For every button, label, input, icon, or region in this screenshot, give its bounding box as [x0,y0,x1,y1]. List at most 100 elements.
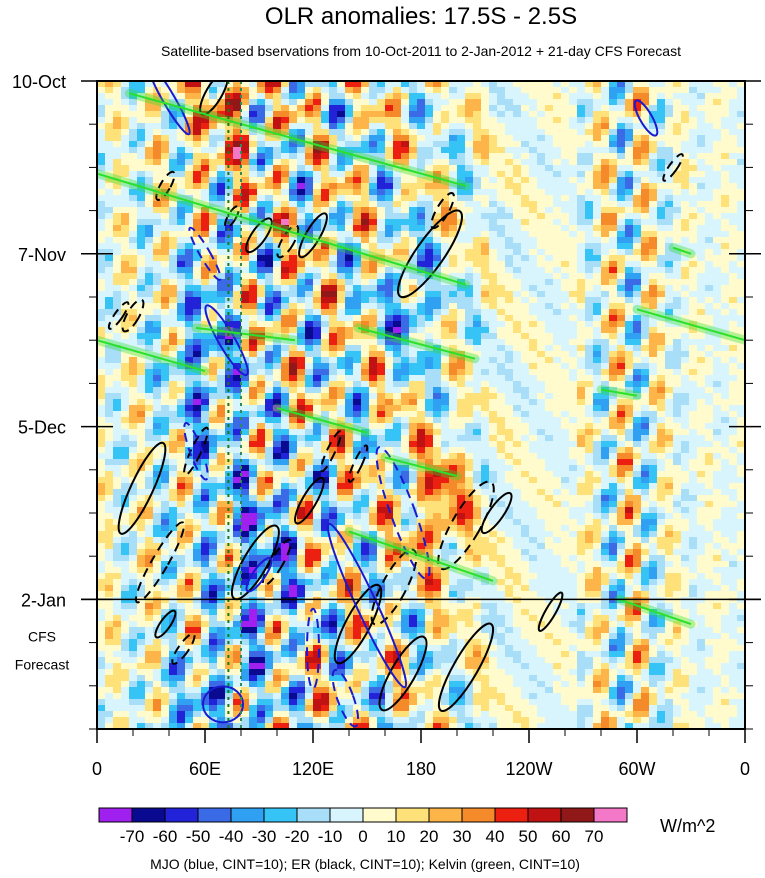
olr-cell [513,345,522,352]
olr-cell [609,177,618,184]
olr-cell [401,141,410,148]
olr-cell [185,219,194,226]
olr-cell [273,369,282,376]
olr-cell [593,207,602,214]
olr-cell [353,135,362,142]
olr-cell [217,141,226,148]
olr-cell [249,171,258,178]
olr-cell [585,393,594,400]
olr-cell [473,387,482,394]
olr-cell [633,213,642,220]
olr-cell [681,99,690,106]
olr-cell [561,141,570,148]
olr-cell [281,249,290,256]
olr-cell [625,225,634,232]
olr-cell [153,339,162,346]
olr-cell [545,105,554,112]
olr-cell [289,315,298,322]
olr-cell [313,291,322,298]
olr-cell [625,195,634,202]
olr-cell [97,297,106,304]
olr-cell [233,435,242,442]
olr-cell [665,195,674,202]
olr-cell [601,393,610,400]
olr-cell [145,87,154,94]
olr-cell [129,273,138,280]
olr-cell [185,267,194,274]
olr-cell [401,267,410,274]
olr-cell [161,147,170,154]
olr-cell [729,279,738,286]
olr-cell [369,315,378,322]
olr-cell [225,207,234,214]
olr-cell [473,393,482,400]
olr-cell [473,81,482,88]
olr-cell [265,315,274,322]
olr-cell [617,123,626,130]
olr-cell [385,189,394,196]
olr-cell [289,171,298,178]
olr-cell [497,195,506,202]
olr-cell [401,315,410,322]
olr-cell [713,381,722,388]
olr-cell [505,375,514,382]
olr-cell [681,285,690,292]
olr-cell [177,321,186,328]
olr-cell [553,135,562,142]
olr-cell [497,327,506,334]
olr-cell [585,261,594,268]
olr-cell [689,147,698,154]
olr-cell [513,303,522,310]
olr-cell [529,237,538,244]
olr-cell [233,309,242,316]
olr-cell [553,291,562,298]
olr-cell [153,411,162,418]
olr-cell [561,153,570,160]
olr-cell [665,81,674,88]
olr-cell [369,99,378,106]
olr-cell [713,375,722,382]
olr-cell [369,207,378,214]
olr-cell [545,231,554,238]
olr-cell [729,261,738,268]
olr-cell [441,345,450,352]
olr-cell [473,405,482,412]
olr-cell [641,357,650,364]
olr-cell [209,381,218,388]
olr-cell [393,255,402,262]
olr-cell [249,213,258,220]
olr-cell [433,201,442,208]
olr-cell [169,291,178,298]
olr-cell [729,327,738,334]
olr-cell [537,237,546,244]
olr-cell [593,285,602,292]
olr-cell [105,213,114,220]
olr-cell [713,153,722,160]
olr-cell [401,213,410,220]
olr-cell [481,255,490,262]
olr-cell [593,159,602,166]
olr-cell [289,123,298,130]
olr-cell [329,81,338,88]
olr-cell [393,129,402,136]
olr-cell [409,81,418,88]
olr-cell [97,417,106,424]
olr-cell [425,93,434,100]
olr-cell [153,135,162,142]
olr-cell [705,255,714,262]
olr-cell [273,105,282,112]
olr-cell [553,363,562,370]
olr-cell [553,345,562,352]
olr-cell [433,111,442,118]
olr-cell [489,381,498,388]
olr-cell [193,417,202,424]
olr-cell [489,279,498,286]
olr-cell [433,447,442,454]
olr-cell [249,183,258,190]
olr-cell [721,423,730,430]
olr-cell [481,333,490,340]
olr-cell [729,255,738,262]
olr-cell [305,129,314,136]
olr-cell [513,315,522,322]
olr-cell [281,279,290,286]
